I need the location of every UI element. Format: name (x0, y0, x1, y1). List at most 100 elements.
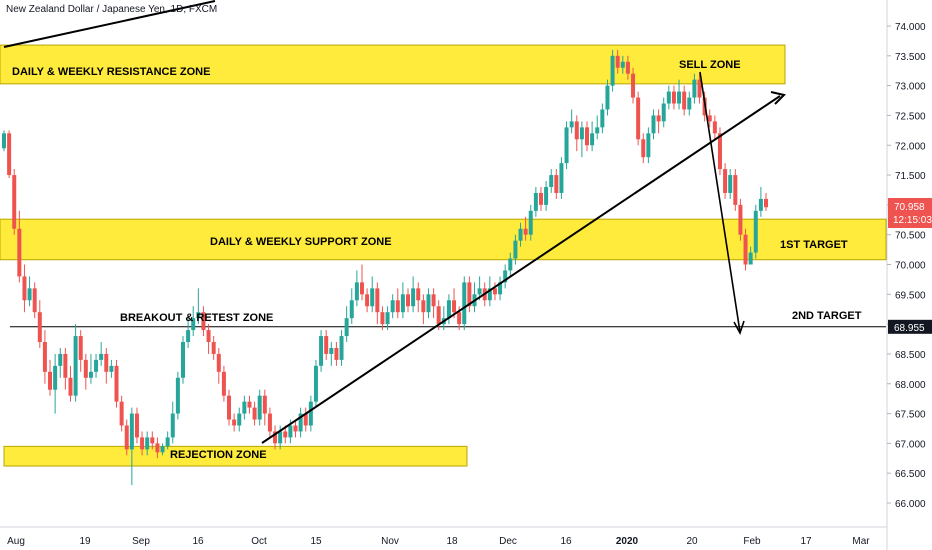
candle-body[interactable] (339, 336, 344, 360)
candle-body[interactable] (503, 270, 508, 283)
candle-body[interactable] (544, 186, 549, 205)
candle-body[interactable] (651, 115, 656, 134)
candle-body[interactable] (549, 175, 554, 187)
candle-body[interactable] (717, 133, 722, 170)
candle-body[interactable] (63, 353, 68, 378)
candle-body[interactable] (114, 365, 119, 402)
candle-body[interactable] (452, 300, 457, 313)
candle-body[interactable] (175, 377, 180, 414)
candle-body[interactable] (186, 330, 191, 343)
candle-body[interactable] (692, 79, 697, 98)
candle-body[interactable] (590, 133, 595, 146)
candle-body[interactable] (354, 282, 359, 301)
candle-body[interactable] (257, 395, 262, 420)
candle-body[interactable] (129, 413, 134, 450)
candle-body[interactable] (631, 73, 636, 98)
candle-body[interactable] (687, 97, 692, 110)
candle-body[interactable] (431, 294, 436, 307)
candle-body[interactable] (615, 55, 620, 68)
candle-body[interactable] (124, 425, 129, 450)
candle-body[interactable] (426, 294, 431, 313)
rejection-zone[interactable] (3, 445, 468, 467)
candle-body[interactable] (421, 300, 426, 313)
candle-body[interactable] (375, 288, 380, 313)
candle-body[interactable] (278, 431, 283, 444)
candle-body[interactable] (600, 109, 605, 128)
candle-body[interactable] (201, 312, 206, 331)
candle-body[interactable] (487, 288, 492, 301)
candle-body[interactable] (119, 401, 124, 426)
candle-body[interactable] (753, 210, 758, 253)
candle-body[interactable] (2, 133, 6, 149)
candle-body[interactable] (140, 437, 145, 450)
candle-body[interactable] (221, 371, 226, 396)
candle-body[interactable] (518, 228, 523, 241)
candle-body[interactable] (712, 121, 717, 134)
candle-body[interactable] (242, 401, 247, 414)
candle-body[interactable] (400, 294, 405, 313)
candle-body[interactable] (646, 133, 651, 158)
candle-body[interactable] (308, 401, 313, 426)
candle-body[interactable] (620, 61, 625, 68)
candle-body[interactable] (211, 342, 216, 354)
candle-body[interactable] (206, 330, 211, 343)
candle-body[interactable] (523, 228, 528, 235)
candle-body[interactable] (380, 312, 385, 325)
candle-body[interactable] (160, 446, 165, 453)
candle-body[interactable] (477, 288, 482, 295)
candle-body[interactable] (538, 192, 543, 205)
candle-body[interactable] (436, 306, 441, 325)
candle-body[interactable] (723, 169, 728, 193)
candle-body[interactable] (232, 419, 237, 426)
candle-body[interactable] (17, 228, 22, 277)
candle-body[interactable] (610, 55, 615, 86)
candle-body[interactable] (365, 294, 370, 307)
candle-body[interactable] (94, 359, 99, 372)
candle-body[interactable] (42, 342, 47, 372)
candle-body[interactable] (385, 312, 390, 325)
candle-body[interactable] (677, 91, 682, 104)
candle-body[interactable] (406, 294, 411, 307)
candle-body[interactable] (579, 127, 584, 140)
candle-body[interactable] (492, 288, 497, 295)
candle-body[interactable] (88, 371, 93, 378)
support-zone[interactable] (0, 218, 887, 261)
candle-body[interactable] (585, 127, 590, 146)
candle-body[interactable] (656, 115, 661, 122)
candle-body[interactable] (661, 103, 666, 122)
candle-body[interactable] (191, 318, 196, 331)
candle-body[interactable] (457, 312, 462, 325)
candle-body[interactable] (298, 413, 303, 432)
candle-body[interactable] (359, 282, 364, 295)
candle-body[interactable] (58, 353, 63, 366)
candle-body[interactable] (574, 121, 579, 140)
candle-body[interactable] (32, 288, 37, 313)
candle-body[interactable] (329, 347, 334, 354)
candle-body[interactable] (134, 413, 139, 438)
candle-body[interactable] (150, 437, 155, 444)
candle-body[interactable] (12, 175, 17, 229)
candle-body[interactable] (467, 282, 472, 307)
candle-body[interactable] (498, 282, 503, 295)
candle-body[interactable] (559, 163, 564, 193)
candle-body[interactable] (273, 431, 278, 444)
candle-body[interactable] (682, 91, 687, 110)
candle-body[interactable] (513, 240, 518, 259)
candle-body[interactable] (99, 353, 104, 360)
candle-body[interactable] (288, 425, 293, 438)
candle-body[interactable] (267, 413, 272, 432)
candle-body[interactable] (252, 407, 257, 420)
candle-body[interactable] (73, 336, 78, 396)
candle-body[interactable] (738, 204, 743, 235)
candle-body[interactable] (564, 127, 569, 164)
candle-body[interactable] (569, 121, 574, 128)
candle-body[interactable] (27, 288, 32, 301)
candle-body[interactable] (196, 312, 201, 319)
top-left-trendline[interactable] (3, 0, 216, 48)
candle-body[interactable] (344, 318, 349, 337)
candle-body[interactable] (758, 198, 763, 211)
candle-body[interactable] (554, 175, 559, 193)
time-axis[interactable]: Aug 19 Sep 16 Oct 15 Nov 18 Dec 16 2020 20 Feb 17 Mar (7, 536, 870, 547)
candle-body[interactable] (247, 401, 252, 408)
candle-body[interactable] (37, 312, 42, 343)
